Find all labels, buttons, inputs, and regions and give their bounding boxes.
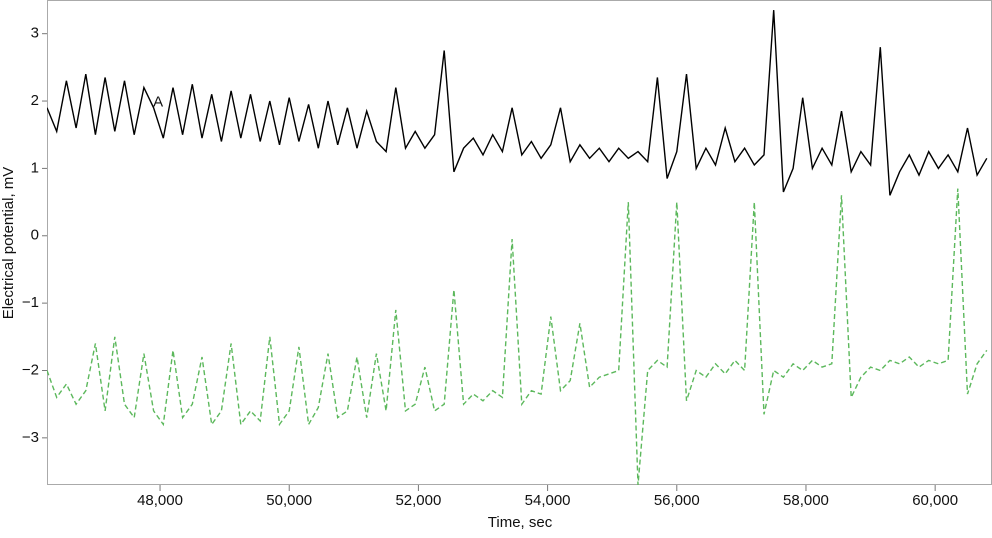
x-tick-label: 60,000 xyxy=(912,492,958,509)
x-tick-label: 58,000 xyxy=(783,492,829,509)
line-series xyxy=(47,10,988,196)
y-tick-label: −2 xyxy=(22,361,39,378)
y-tick-label: 3 xyxy=(31,25,39,42)
plot-frame xyxy=(47,0,992,485)
y-tick-label: −1 xyxy=(22,294,39,311)
y-tick-label: −3 xyxy=(22,429,39,446)
annotation: A xyxy=(153,93,163,110)
x-tick-label: 54,000 xyxy=(525,492,571,509)
line-series xyxy=(47,188,988,485)
x-tick-label: 52,000 xyxy=(395,492,441,509)
y-tick-label: 1 xyxy=(31,159,39,176)
plot-area xyxy=(47,10,988,485)
x-axis-label: Time, sec xyxy=(488,514,553,531)
x-tick-label: 48,000 xyxy=(137,492,183,509)
y-tick-label: 0 xyxy=(31,227,39,244)
x-tick-label: 56,000 xyxy=(654,492,700,509)
y-axis-label: Electrical potential, mV xyxy=(0,167,17,320)
x-tick-label: 50,000 xyxy=(266,492,312,509)
y-tick-label: 2 xyxy=(31,92,39,109)
